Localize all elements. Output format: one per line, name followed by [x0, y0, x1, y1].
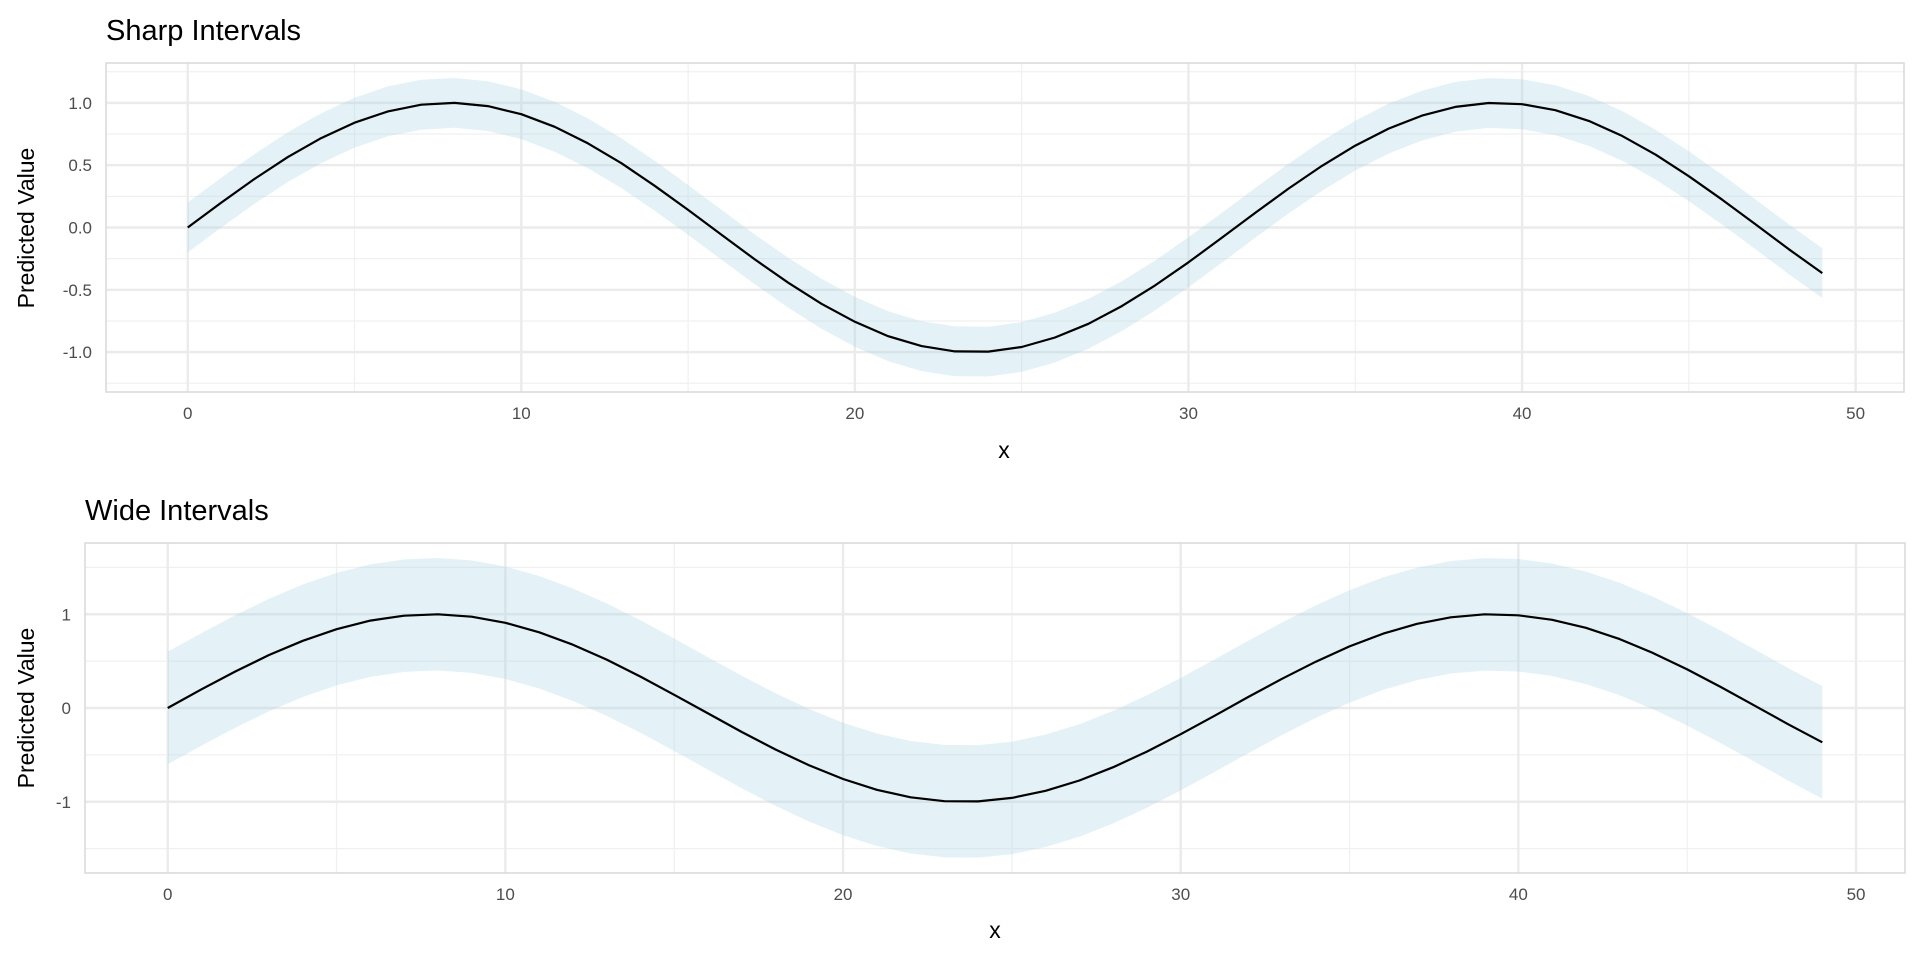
gridlines — [106, 63, 1904, 392]
prediction-line — [187, 101, 1823, 353]
y-tick-label: 1.0 — [68, 94, 92, 113]
panel-wide-intervals: Wide Intervals x Predicted Value 0 10 20 30… — [13, 495, 1906, 943]
panel-sharp-intervals: Sharp Intervals x Predicted Value 0 10 20 3… — [13, 15, 1905, 463]
gridlines — [85, 543, 1905, 873]
x-tick-label: 50 — [1846, 404, 1865, 423]
y-tick-label: -1.0 — [63, 343, 92, 362]
x-tick-label: 40 — [1509, 885, 1528, 904]
x-tick-label: 30 — [1179, 404, 1198, 423]
x-tick-label: 10 — [496, 885, 515, 904]
y-tick-label: 1 — [62, 605, 71, 624]
panel-border — [84, 542, 1906, 874]
y-tick-label: -0.5 — [63, 281, 92, 300]
x-tick-label: 40 — [1513, 404, 1532, 423]
x-tick-label: 30 — [1171, 885, 1190, 904]
y-tick-label: 0.5 — [68, 156, 92, 175]
panel-border — [105, 62, 1905, 393]
prediction-line — [167, 613, 1823, 803]
x-tick-label: 10 — [512, 404, 531, 423]
interval-ribbon — [187, 78, 1823, 377]
x-tick-label: 20 — [845, 404, 864, 423]
x-axis-title: x — [998, 437, 1010, 463]
x-tick-label: 0 — [163, 885, 172, 904]
interval-ribbon — [167, 558, 1823, 858]
x-axis-title: x — [989, 917, 1001, 943]
y-tick-label: -1 — [56, 793, 71, 812]
y-tick-label: 0.0 — [68, 219, 92, 238]
chart-title: Sharp Intervals — [106, 15, 301, 47]
y-axis-title: Predicted Value — [13, 628, 39, 789]
chart-title: Wide Intervals — [85, 495, 269, 527]
y-axis-title: Predicted Value — [13, 148, 39, 309]
x-tick-label: 20 — [834, 885, 853, 904]
x-tick-label: 0 — [183, 404, 192, 423]
x-tick-label: 50 — [1847, 885, 1866, 904]
y-tick-label: 0 — [62, 699, 71, 718]
